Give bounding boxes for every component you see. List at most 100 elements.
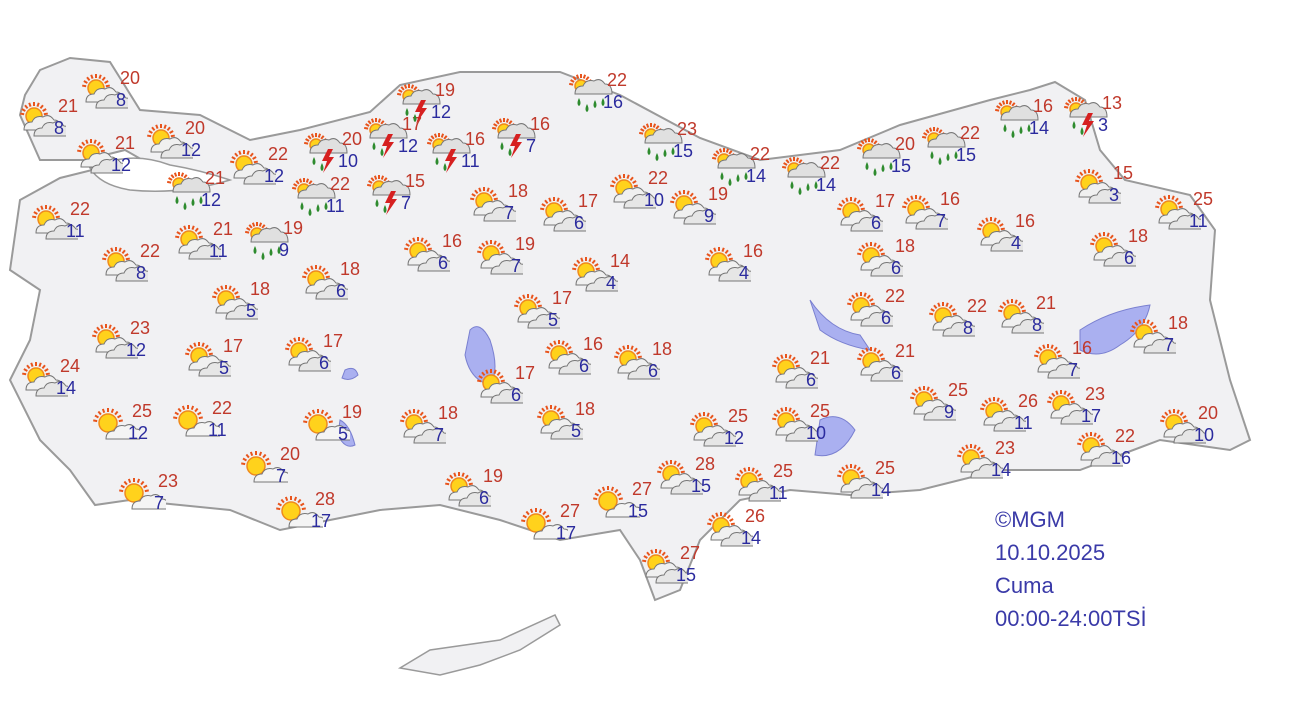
weather-station: 23 17 (1045, 384, 1125, 436)
low-temp: 8 (116, 90, 127, 110)
weather-station: 16 14 (993, 96, 1073, 148)
weather-station: 19 6 (443, 466, 523, 518)
high-temp: 19 (435, 80, 456, 100)
low-temp: 12 (201, 190, 222, 210)
weather-station: 27 15 (640, 543, 720, 595)
weather-station: 22 14 (780, 153, 860, 205)
weather-station: 19 9 (243, 218, 323, 270)
high-temp: 19 (515, 234, 536, 254)
weather-station: 18 6 (855, 236, 935, 288)
weather-station: 19 9 (668, 184, 748, 236)
low-temp: 11 (1014, 413, 1033, 433)
weather-station: 18 6 (300, 259, 380, 311)
time-range-label: 00:00-24:00TSİ (995, 606, 1147, 631)
high-temp: 20 (185, 118, 206, 138)
high-temp: 17 (578, 191, 599, 211)
low-temp: 3 (1109, 185, 1120, 205)
high-temp: 22 (750, 144, 771, 164)
weather-station: 17 6 (475, 363, 555, 415)
high-temp: 21 (213, 219, 234, 239)
high-temp: 22 (607, 70, 628, 90)
low-temp: 14 (816, 175, 837, 195)
low-temp: 9 (944, 402, 955, 422)
high-temp: 17 (552, 288, 573, 308)
low-temp: 12 (181, 140, 202, 160)
high-temp: 25 (132, 401, 153, 421)
low-temp: 11 (208, 420, 227, 440)
low-temp: 8 (136, 263, 147, 283)
low-temp: 6 (891, 363, 902, 383)
weather-station: 18 6 (612, 339, 692, 391)
lake-tuz (464, 326, 496, 386)
high-temp: 27 (632, 479, 653, 499)
high-temp: 25 (948, 380, 969, 400)
high-temp: 21 (115, 133, 136, 153)
weather-station: 18 5 (210, 279, 290, 331)
high-temp: 18 (340, 259, 361, 279)
high-temp: 18 (895, 236, 916, 256)
weather-station: 17 12 (362, 114, 442, 166)
high-temp: 22 (960, 123, 981, 143)
low-temp: 10 (644, 190, 665, 210)
low-temp: 7 (504, 203, 515, 223)
high-temp: 16 (465, 129, 486, 149)
weather-station: 22 16 (567, 70, 647, 122)
high-temp: 21 (895, 341, 916, 361)
low-temp: 4 (739, 263, 750, 283)
low-temp: 14 (991, 460, 1012, 480)
weather-station: 18 7 (398, 403, 478, 455)
low-temp: 7 (526, 136, 537, 156)
low-temp: 9 (279, 240, 290, 260)
high-temp: 20 (1198, 403, 1219, 423)
low-temp: 6 (806, 370, 817, 390)
weather-station: 25 10 (770, 401, 850, 453)
low-temp: 9 (704, 206, 715, 226)
low-temp: 6 (574, 213, 585, 233)
date-label: 10.10.2025 (995, 540, 1106, 565)
low-temp: 5 (571, 421, 582, 441)
weather-station: 19 12 (395, 80, 475, 132)
high-temp: 19 (708, 184, 729, 204)
low-temp: 5 (338, 424, 349, 444)
high-temp: 20 (342, 129, 363, 149)
weather-station: 14 4 (570, 251, 650, 303)
low-temp: 12 (264, 166, 285, 186)
weather-station: 27 17 (520, 501, 600, 553)
high-temp: 14 (610, 251, 631, 271)
weather-station: 15 7 (365, 171, 445, 223)
low-temp: 6 (881, 308, 892, 328)
weather-station: 17 6 (283, 331, 363, 383)
weather-station: 16 7 (900, 189, 980, 241)
weather-station: 28 15 (655, 454, 735, 506)
low-temp: 7 (434, 425, 445, 445)
high-temp: 18 (438, 403, 459, 423)
low-temp: 10 (338, 151, 359, 171)
weather-station: 16 4 (703, 241, 783, 293)
high-temp: 23 (130, 318, 151, 338)
weather-station: 20 7 (240, 444, 320, 496)
low-temp: 15 (628, 501, 649, 521)
weather-station: 25 12 (688, 406, 768, 458)
weather-station: 19 5 (302, 402, 382, 454)
low-temp: 11 (209, 241, 228, 261)
low-temp: 15 (956, 145, 977, 165)
low-temp: 6 (871, 213, 882, 233)
high-temp: 21 (58, 96, 79, 116)
map-info: ©MGM 10.10.2025 Cuma 00:00-24:00TSİ (995, 503, 1147, 635)
weather-station: 15 3 (1073, 163, 1153, 215)
high-temp: 20 (280, 444, 301, 464)
high-temp: 25 (773, 461, 794, 481)
weather-station: 22 15 (920, 123, 1000, 175)
weather-station: 21 12 (165, 168, 245, 220)
high-temp: 19 (283, 218, 304, 238)
weather-station: 17 5 (512, 288, 592, 340)
weather-station: 16 11 (425, 129, 505, 181)
low-temp: 12 (398, 136, 419, 156)
low-temp: 12 (128, 423, 149, 443)
high-temp: 22 (885, 286, 906, 306)
low-temp: 15 (676, 565, 697, 585)
high-temp: 22 (330, 174, 351, 194)
weather-station: 16 6 (402, 231, 482, 283)
high-temp: 26 (1018, 391, 1039, 411)
weather-station: 20 10 (302, 129, 382, 181)
